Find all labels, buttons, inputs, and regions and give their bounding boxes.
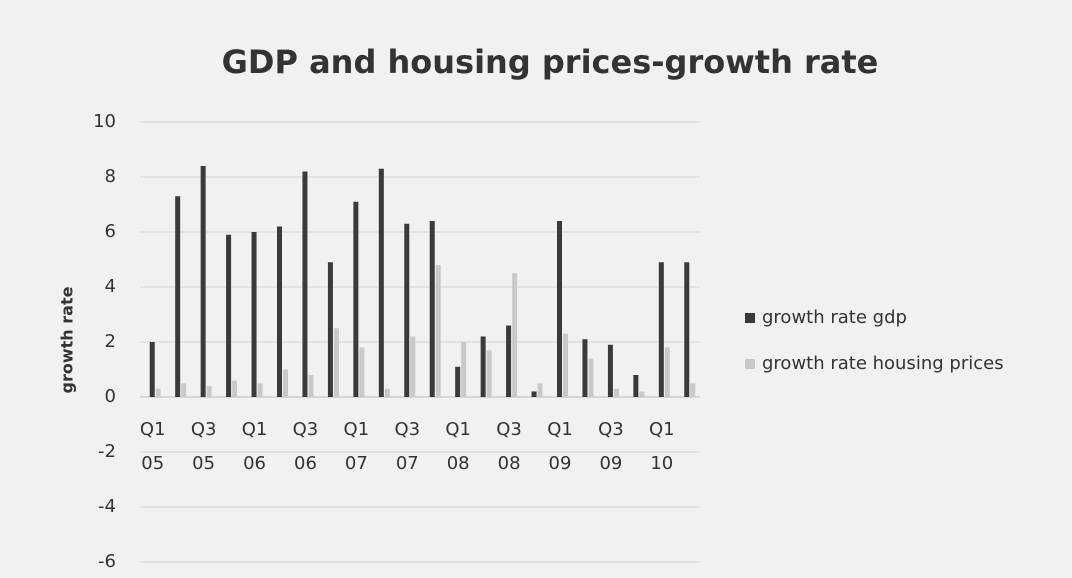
bar — [149, 342, 155, 397]
x-tick-label: Q3 08 — [496, 419, 522, 474]
bar — [455, 366, 461, 397]
y-tick-label: -6 — [98, 551, 116, 572]
x-tick-label: Q3 05 — [190, 419, 217, 474]
legend-swatch — [745, 313, 755, 323]
bar — [251, 232, 257, 397]
y-tick-label: 4 — [105, 276, 116, 297]
bar — [232, 380, 238, 397]
x-tick-label: Q3 07 — [394, 419, 421, 474]
bar — [302, 171, 308, 397]
legend-label: growth rate gdp — [762, 307, 907, 328]
bar — [607, 344, 613, 397]
y-tick-label: 2 — [105, 331, 116, 352]
y-tick-label: -4 — [98, 496, 116, 517]
bar — [283, 369, 288, 397]
bar — [359, 347, 365, 397]
bar — [404, 223, 410, 397]
bar — [384, 388, 390, 397]
bar — [257, 383, 263, 397]
bar — [486, 350, 492, 397]
x-tick-label: Q1 05 — [139, 419, 166, 474]
bar — [461, 342, 467, 397]
bar — [429, 221, 435, 397]
x-tick-label: Q3 06 — [292, 419, 319, 474]
bar — [633, 375, 639, 397]
bar — [480, 336, 486, 397]
bar — [333, 328, 339, 397]
bar — [378, 168, 384, 397]
x-tick-label: Q1 06 — [241, 419, 268, 474]
bar — [181, 383, 187, 397]
x-tick-label: Q1 08 — [445, 419, 471, 474]
bar — [664, 347, 670, 397]
y-axis-label: growth rate — [58, 286, 77, 393]
y-tick-label: 0 — [105, 386, 116, 407]
bar — [206, 386, 212, 397]
legend-swatch — [745, 359, 755, 369]
bar — [512, 273, 518, 397]
bar — [588, 358, 594, 397]
bar — [435, 265, 441, 397]
bar — [226, 234, 232, 397]
bar — [613, 388, 619, 397]
bar — [308, 375, 314, 397]
x-tick-label: Q1 10 — [649, 419, 675, 474]
bar — [277, 226, 282, 397]
bar — [155, 388, 161, 397]
x-tick-label: Q3 09 — [598, 419, 624, 474]
bar — [557, 221, 562, 397]
x-tick-label: Q1 09 — [547, 419, 573, 474]
y-tick-label: -2 — [98, 441, 116, 462]
bar — [658, 262, 664, 397]
bar — [537, 383, 543, 397]
bar — [684, 262, 690, 397]
bar — [690, 383, 696, 397]
bar — [353, 201, 359, 397]
y-tick-label: 6 — [105, 221, 116, 242]
bar — [639, 391, 645, 397]
bar — [410, 336, 416, 397]
chart-title: GDP and housing prices-growth rate — [222, 43, 879, 81]
bar — [563, 333, 568, 397]
y-tick-label: 8 — [105, 166, 116, 187]
x-tick-label: Q1 07 — [343, 419, 370, 474]
y-tick-label: 10 — [93, 111, 116, 132]
bar — [175, 196, 181, 397]
legend-label: growth rate housing prices — [762, 353, 1004, 374]
bar — [200, 166, 206, 397]
bar — [327, 262, 333, 397]
bar — [582, 339, 588, 397]
bar — [506, 325, 512, 397]
bar — [531, 391, 537, 397]
